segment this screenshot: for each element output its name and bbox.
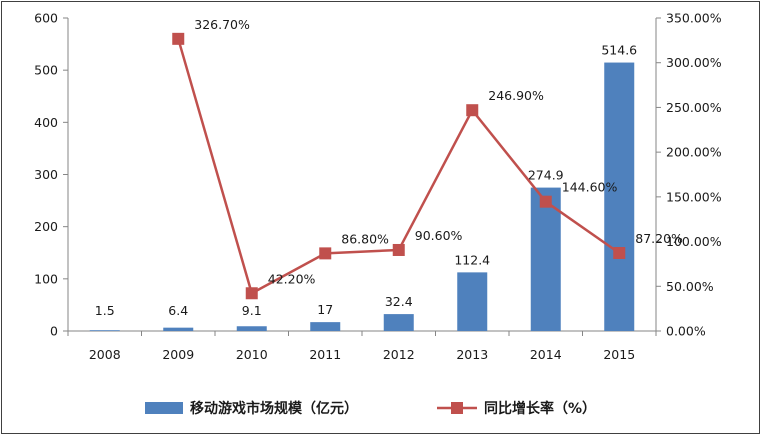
bar-data-label: 32.4 [385, 294, 413, 309]
left-tick-label: 100 [34, 271, 58, 286]
left-tick-label: 300 [34, 167, 58, 182]
line-data-label: 87.20% [635, 231, 683, 246]
right-tick-label: 100.00% [666, 234, 722, 249]
bar [604, 62, 635, 332]
x-tick-label: 2014 [530, 347, 562, 362]
bar-data-label: 17 [317, 302, 333, 317]
x-tick-label: 2012 [383, 347, 415, 362]
line-point-marker [392, 243, 405, 256]
x-tick-label: 2015 [603, 347, 635, 362]
bar [530, 187, 561, 331]
bar-data-label: 9.1 [242, 303, 262, 318]
line-data-label: 90.60% [415, 228, 463, 243]
x-tick-label: 2009 [162, 347, 194, 362]
bar [457, 272, 488, 331]
line-data-label: 326.70% [194, 17, 250, 32]
bar-data-label: 1.5 [95, 303, 115, 318]
bar [89, 330, 120, 331]
line-data-label: 86.80% [341, 231, 389, 246]
bar-data-label: 112.4 [454, 252, 490, 267]
left-tick-label: 0 [50, 324, 58, 339]
right-tick-label: 250.00% [666, 100, 722, 115]
left-tick-label: 400 [34, 115, 58, 130]
line-point-marker [172, 32, 185, 45]
line-point-marker [539, 195, 552, 208]
left-tick-label: 500 [34, 63, 58, 78]
line-point-marker [466, 104, 479, 117]
legend-label-bar: 移动游戏市场规模（亿元） [190, 400, 358, 417]
line-point-marker [319, 247, 332, 260]
legend-swatch-bar [145, 402, 183, 414]
right-tick-label: 300.00% [666, 55, 722, 70]
line-point-marker [613, 247, 626, 260]
legend-marker-growth [451, 402, 463, 414]
right-tick-label: 50.00% [666, 279, 714, 294]
x-tick-label: 2010 [236, 347, 268, 362]
bar-data-label: 6.4 [168, 303, 188, 318]
line-data-label: 246.90% [488, 88, 544, 103]
x-tick-label: 2013 [456, 347, 488, 362]
right-tick-label: 150.00% [666, 189, 722, 204]
bar [310, 322, 341, 331]
bar-data-label: 514.6 [601, 43, 637, 58]
left-tick-label: 600 [34, 11, 58, 26]
bar [163, 327, 194, 331]
right-tick-label: 350.00% [666, 11, 722, 26]
bar-data-label: 274.9 [528, 168, 564, 183]
legend-label-growth: 同比增长率（%） [484, 400, 596, 417]
line-data-label: 42.20% [268, 271, 316, 286]
line-data-label: 144.60% [562, 180, 618, 195]
right-tick-label: 200.00% [666, 145, 722, 160]
x-tick-label: 2011 [309, 347, 341, 362]
x-tick-label: 2008 [89, 347, 121, 362]
right-tick-label: 0.00% [666, 324, 706, 339]
line-point-marker [245, 287, 258, 300]
bar [236, 326, 267, 331]
bar [383, 314, 414, 331]
left-tick-label: 200 [34, 219, 58, 234]
